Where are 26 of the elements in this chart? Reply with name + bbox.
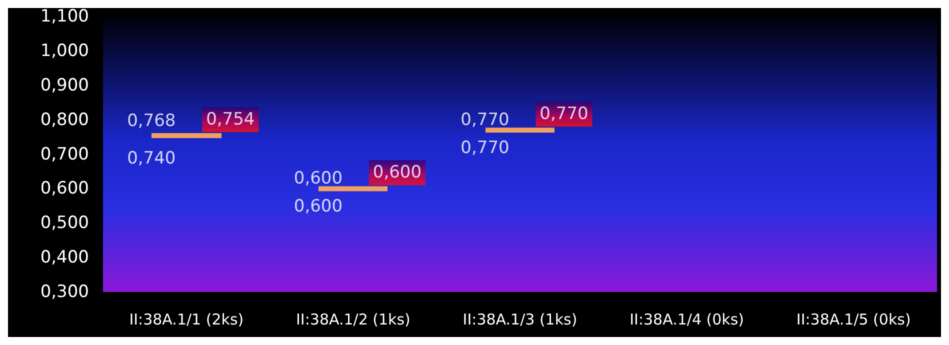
candlestick (316, 186, 390, 192)
y-tick-label: 0,400 (40, 248, 89, 268)
annotation: 0,600 (294, 196, 343, 217)
text: 0,754 (206, 110, 255, 130)
y-tick-label: 0,300 (40, 282, 89, 302)
annotation: 0,600 (294, 168, 343, 189)
y-tick-label: 1,000 (40, 40, 89, 61)
y-tick-label: 1,100 (40, 6, 89, 26)
x-tick-label: II:38A.1/4 (0ks) (630, 310, 744, 328)
y-tick-label: 0,600 (40, 178, 89, 199)
y-tick-label: 0,800 (40, 110, 89, 130)
annotation: 0,740 (127, 148, 176, 168)
x-tick-label: II:38A.1/1 (2ks) (129, 310, 244, 328)
text: 0,600 (372, 162, 422, 183)
y-tick-label: 0,500 (40, 213, 89, 234)
x-tick-label: II:38A.1/2 (1ks) (296, 310, 410, 328)
y-tick-label: 0,900 (40, 75, 89, 96)
annotation: 0,768 (127, 110, 176, 131)
annotation: 0,770 (460, 110, 510, 130)
x-tick-label: II:38A.1/5 (0ks) (796, 310, 911, 328)
y-tick-label: 0,700 (40, 144, 89, 164)
x-tick-label: II:38A.1/3 (1ks) (462, 310, 578, 328)
candlestick (483, 128, 557, 133)
annotation: 0,770 (460, 138, 510, 158)
candlestick (149, 133, 224, 138)
text: 0,770 (540, 104, 588, 124)
